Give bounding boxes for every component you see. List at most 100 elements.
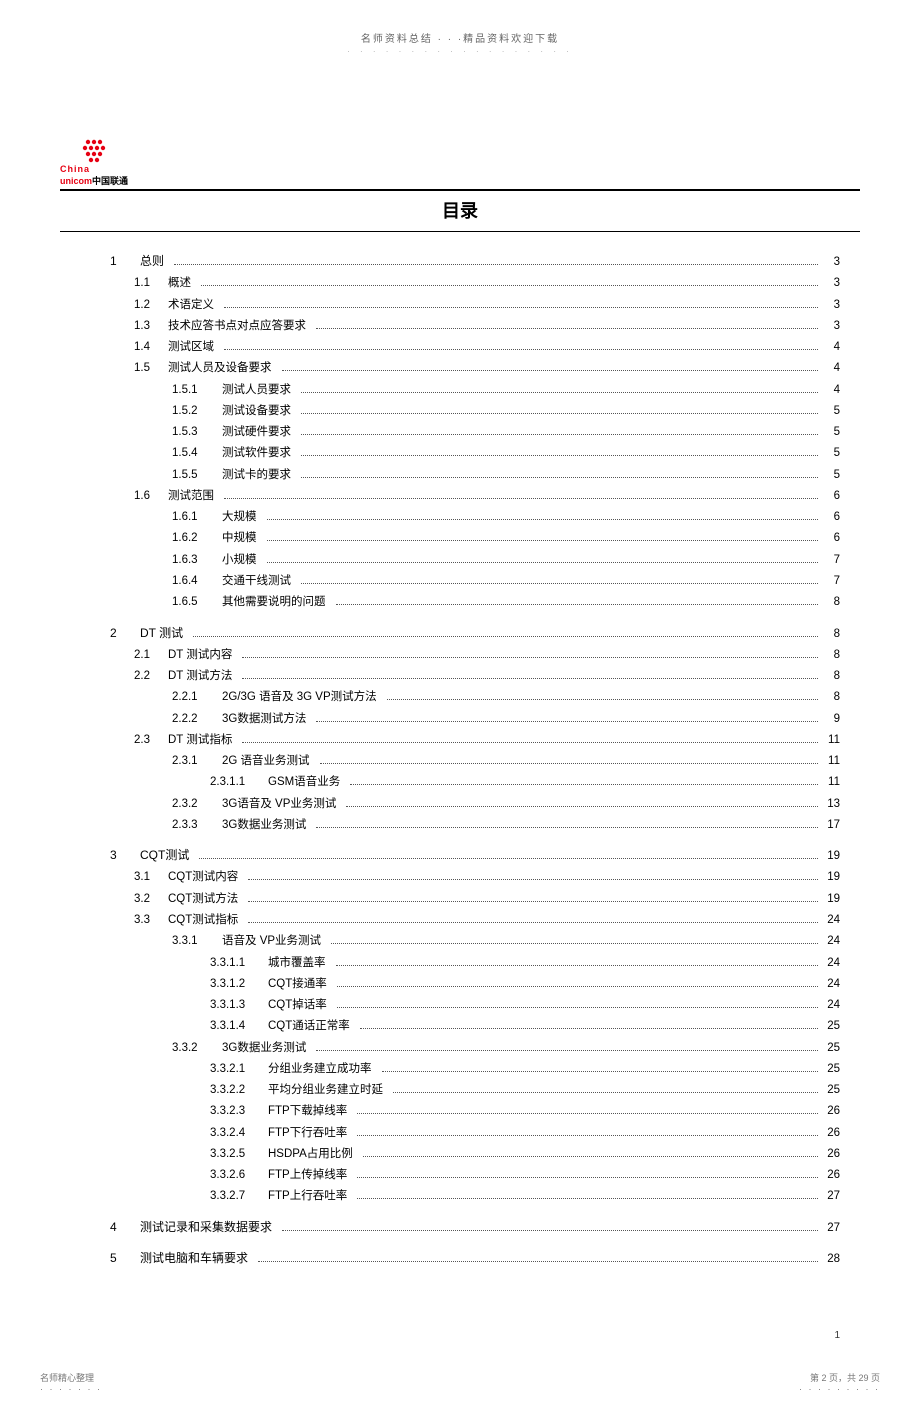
toc-page: 27 <box>822 1186 840 1207</box>
toc-num: 2 <box>110 622 140 644</box>
toc-dots <box>336 604 819 605</box>
toc-page: 25 <box>822 1038 840 1059</box>
toc-dots <box>199 858 818 859</box>
toc-num: 2.3.2 <box>172 794 222 815</box>
toc-row: 1.5.2测试设备要求5 <box>110 401 840 422</box>
toc-page: 24 <box>822 910 840 931</box>
toc-num: 4 <box>110 1216 140 1238</box>
toc-label: 测试区域 <box>168 337 220 358</box>
footer-right-dots: · · · · · · · · · <box>799 1384 880 1394</box>
footer: 名师精心整理 · · · · · · · 第 2 页，共 29 页 · · · … <box>40 1371 880 1394</box>
toc-num: 2.3 <box>134 730 168 751</box>
toc-page: 11 <box>822 730 840 751</box>
toc-dots <box>382 1071 819 1072</box>
toc-page: 25 <box>822 1080 840 1101</box>
toc-num: 1.2 <box>134 295 168 316</box>
toc-label: 3G数据测试方法 <box>222 709 312 730</box>
toc-num: 3.3.2.6 <box>210 1165 268 1186</box>
toc-label: 总则 <box>140 250 170 272</box>
toc-label: 其他需要说明的问题 <box>222 592 332 613</box>
toc-dots <box>363 1156 818 1157</box>
toc-label: FTP下行吞吐率 <box>268 1123 353 1144</box>
toc-num: 1.6.1 <box>172 507 222 528</box>
toc-dots <box>320 763 818 764</box>
toc-dots <box>224 349 818 350</box>
toc-num: 1.6 <box>134 486 168 507</box>
toc-num: 3.3 <box>134 910 168 931</box>
toc-label: 测试人员及设备要求 <box>168 358 278 379</box>
toc-row: 1.6.2中规模6 <box>110 528 840 549</box>
toc-dots <box>337 986 818 987</box>
toc-dots <box>337 1007 818 1008</box>
toc-row: 1.6.4交通干线测试7 <box>110 571 840 592</box>
toc-dots <box>360 1028 818 1029</box>
logo-cn: 中国联通 <box>92 176 128 186</box>
toc-row: 3.3.2.4FTP下行吞吐率26 <box>110 1123 840 1144</box>
toc-label: FTP上传掉线率 <box>268 1165 353 1186</box>
toc-row: 2.2.23G数据测试方法9 <box>110 709 840 730</box>
toc-page: 3 <box>822 316 840 337</box>
toc-page: 3 <box>822 295 840 316</box>
toc-num: 3.3.2.5 <box>210 1144 268 1165</box>
toc-dots <box>242 742 818 743</box>
toc-num: 1.4 <box>134 337 168 358</box>
toc-label: 3G语音及 VP业务测试 <box>222 794 342 815</box>
toc-row: 1.3技术应答书点对点应答要求3 <box>110 316 840 337</box>
toc-row: 3.3CQT测试指标24 <box>110 910 840 931</box>
toc-label: 小规模 <box>222 550 263 571</box>
toc-row: 3.2CQT测试方法19 <box>110 889 840 910</box>
toc-page: 13 <box>822 794 840 815</box>
toc-row: 3.3.2.3FTP下载掉线率26 <box>110 1101 840 1122</box>
toc-label: DT 测试内容 <box>168 645 238 666</box>
toc-page: 25 <box>822 1059 840 1080</box>
toc-label: 技术应答书点对点应答要求 <box>168 316 312 337</box>
toc-label: 分组业务建立成功率 <box>268 1059 378 1080</box>
toc-page: 26 <box>822 1101 840 1122</box>
toc-page: 24 <box>822 953 840 974</box>
toc-dots <box>174 264 818 265</box>
toc-page: 17 <box>822 815 840 836</box>
toc-row: 2.3.33G数据业务测试17 <box>110 815 840 836</box>
toc-page: 5 <box>822 465 840 486</box>
toc-page: 3 <box>822 252 840 273</box>
toc-label: 平均分组业务建立时延 <box>268 1080 389 1101</box>
toc-label: GSM语音业务 <box>268 772 346 793</box>
toc-page: 4 <box>822 358 840 379</box>
toc-row: 2DT 测试8 <box>110 622 840 645</box>
toc-row: 3.3.2.2平均分组业务建立时延25 <box>110 1080 840 1101</box>
logo-unicom: unicom <box>60 176 92 186</box>
toc-row: 3.3.23G数据业务测试25 <box>110 1038 840 1059</box>
toc-num: 2.2.1 <box>172 687 222 708</box>
toc-row: 3.3.2.5HSDPA占用比例26 <box>110 1144 840 1165</box>
toc-dots <box>267 519 819 520</box>
toc-row: 3.3.1.4CQT通话正常率25 <box>110 1016 840 1037</box>
toc-label: 测试硬件要求 <box>222 422 297 443</box>
toc-dots <box>248 922 818 923</box>
toc-dots <box>387 699 818 700</box>
toc-row: 1.5.4测试软件要求5 <box>110 443 840 464</box>
toc-dots <box>316 328 818 329</box>
toc-num: 3.1 <box>134 867 168 888</box>
toc-label: 大规模 <box>222 507 263 528</box>
logo-line2: unicom中国联通 <box>60 174 128 187</box>
toc-dots <box>350 784 818 785</box>
toc-label: 2G 语音业务测试 <box>222 751 316 772</box>
toc-row: 3.3.1.1城市覆盖率24 <box>110 953 840 974</box>
toc-page: 25 <box>822 1016 840 1037</box>
toc-page: 11 <box>822 772 840 793</box>
toc-num: 1.1 <box>134 273 168 294</box>
toc-num: 3.3.2.7 <box>210 1186 268 1207</box>
toc-dots <box>316 1050 818 1051</box>
toc-dots <box>248 879 818 880</box>
toc-label: FTP下载掉线率 <box>268 1101 353 1122</box>
toc-row: 1.5测试人员及设备要求4 <box>110 358 840 379</box>
toc-num: 3.3.1 <box>172 931 222 952</box>
toc-row: 2.1DT 测试内容8 <box>110 645 840 666</box>
toc-dots <box>336 965 819 966</box>
toc-page: 8 <box>822 666 840 687</box>
toc-row: 4测试记录和采集数据要求27 <box>110 1216 840 1239</box>
toc-row: 1.2术语定义3 <box>110 295 840 316</box>
toc-row: 1.6.1大规模6 <box>110 507 840 528</box>
toc-page: 6 <box>822 528 840 549</box>
toc-num: 1.5.4 <box>172 443 222 464</box>
